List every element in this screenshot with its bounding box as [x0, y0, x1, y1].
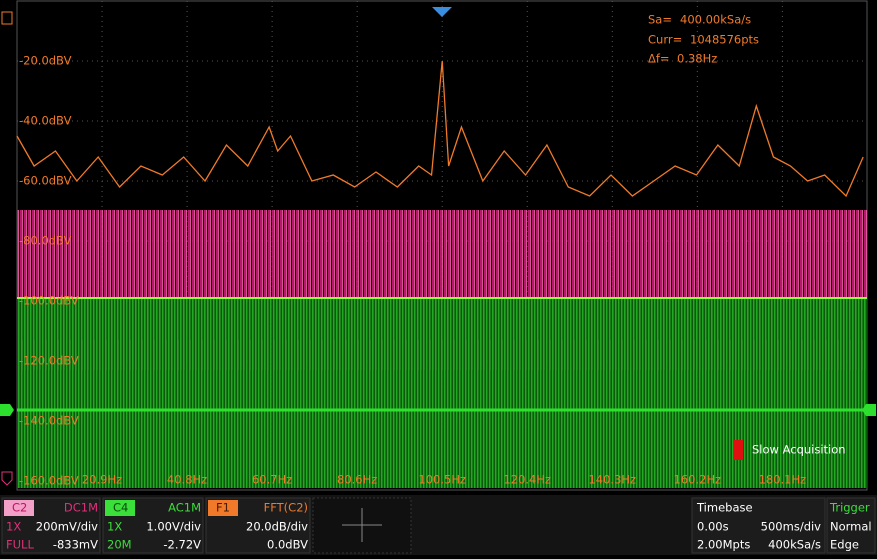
channel-name: F1 [216, 501, 230, 515]
f1-panel[interactable]: F1 FFT(C2) 20.0dB/div 0.0dBV [206, 498, 310, 553]
info-label: Sa= [648, 13, 672, 27]
y-tick-label: -160.0dBV [19, 474, 79, 488]
x-tick-label: 120.4Hz [503, 473, 551, 487]
probe: 1X [6, 520, 21, 534]
panel-title: Trigger [829, 501, 870, 515]
scale: 20.0dB/div [246, 520, 308, 534]
status-text: Slow Acquisition [752, 443, 846, 457]
offset: -2.72V [163, 538, 201, 552]
info-value: 1048576pts [690, 33, 759, 47]
y-tick-label: -120.0dBV [19, 354, 79, 368]
offset: 0.0dBV [267, 538, 308, 552]
y-tick-label: -100.0dBV [19, 294, 79, 308]
source: FFT(C2) [264, 501, 308, 515]
trigger-type: Edge [830, 538, 859, 552]
x-tick-label: 100.5Hz [418, 473, 466, 487]
info-label: Curr= [648, 33, 682, 47]
panel-title: Timebase [696, 501, 753, 515]
scale: 1.00V/div [146, 520, 201, 534]
coupling: AC1M [168, 501, 201, 515]
add-channel-button[interactable] [313, 498, 411, 553]
c4-panel[interactable]: C4 AC1M 1X 1.00V/div 20M -2.72V [103, 498, 203, 553]
x-tick-label: 40.8Hz [167, 473, 207, 487]
info-value: 0.38Hz [677, 52, 717, 66]
x-tick-label: 140.3Hz [588, 473, 636, 487]
trigger-panel[interactable]: Trigger Normal Edge [827, 498, 875, 553]
bandwidth: 20M [107, 538, 132, 552]
probe: 1X [107, 520, 122, 534]
c2-panel[interactable]: C2 DC1M 1X 200mV/div FULL -833mV [2, 498, 100, 553]
timebase-panel[interactable]: Timebase 0.00s 500ms/div 2.00Mpts 400kSa… [692, 498, 825, 553]
status-icon [734, 440, 743, 460]
bandwidth: FULL [6, 538, 34, 552]
coupling: DC1M [64, 501, 98, 515]
depth: 2.00Mpts [697, 538, 750, 552]
x-tick-label: 180.1Hz [759, 473, 807, 487]
y-tick-label: -80.0dBV [19, 234, 72, 248]
info-value: 400.00kSa/s [680, 13, 751, 27]
y-tick-label: -60.0dBV [19, 174, 72, 188]
x-tick-label: 80.6Hz [337, 473, 377, 487]
scale: 200mV/div [36, 520, 98, 534]
delay: 0.00s [697, 520, 729, 534]
scale: 500ms/div [761, 520, 822, 534]
channel-name: C4 [113, 501, 128, 515]
x-tick-label: 20.9Hz [82, 473, 122, 487]
sample-rate: 400kSa/s [768, 538, 821, 552]
trigger-mode: Normal [830, 520, 872, 534]
channel-name: C2 [12, 501, 27, 515]
y-tick-label: -20.0dBV [19, 54, 72, 68]
y-tick-label: -40.0dBV [19, 114, 72, 128]
info-label: Δf= [648, 52, 670, 66]
x-tick-label: 160.2Hz [674, 473, 722, 487]
x-tick-label: 60.7Hz [252, 473, 292, 487]
offset: -833mV [53, 538, 98, 552]
y-tick-label: -140.0dBV [19, 414, 79, 428]
